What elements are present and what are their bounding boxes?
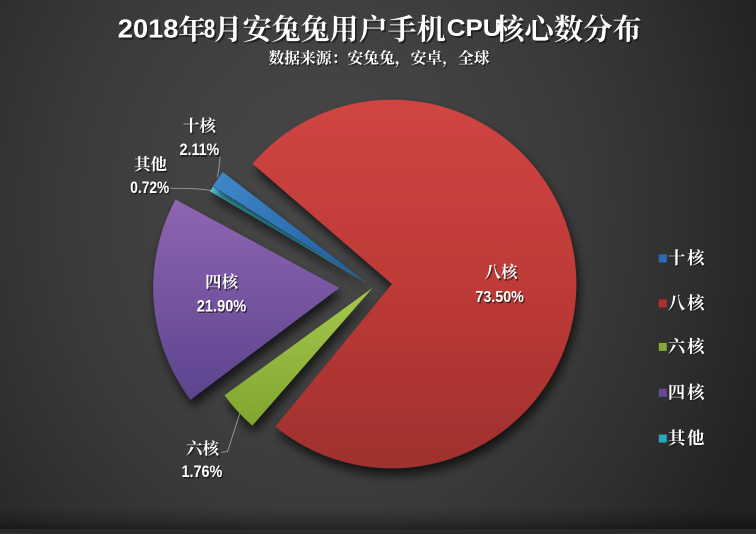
- svg-text:0.72%: 0.72%: [132, 181, 171, 199]
- svg-text:0.72%: 0.72%: [130, 179, 169, 197]
- svg-text:CPU: CPU: [448, 17, 503, 44]
- svg-text:CPU: CPU: [447, 15, 502, 42]
- svg-text:73.50%: 73.50%: [477, 291, 526, 308]
- svg-text:2018: 2018: [118, 14, 179, 44]
- svg-text:2.11%: 2.11%: [181, 143, 221, 161]
- svg-text:73.50%: 73.50%: [475, 289, 524, 306]
- svg-text:1.76%: 1.76%: [182, 463, 223, 481]
- svg-text:1.76%: 1.76%: [183, 465, 224, 483]
- svg-text:2018: 2018: [119, 16, 180, 46]
- svg-text:21.90%: 21.90%: [198, 299, 248, 317]
- svg-text:8: 8: [206, 16, 217, 46]
- svg-text:8: 8: [204, 14, 215, 44]
- svg-text:21.90%: 21.90%: [197, 297, 247, 315]
- svg-text:2.11%: 2.11%: [180, 141, 220, 159]
